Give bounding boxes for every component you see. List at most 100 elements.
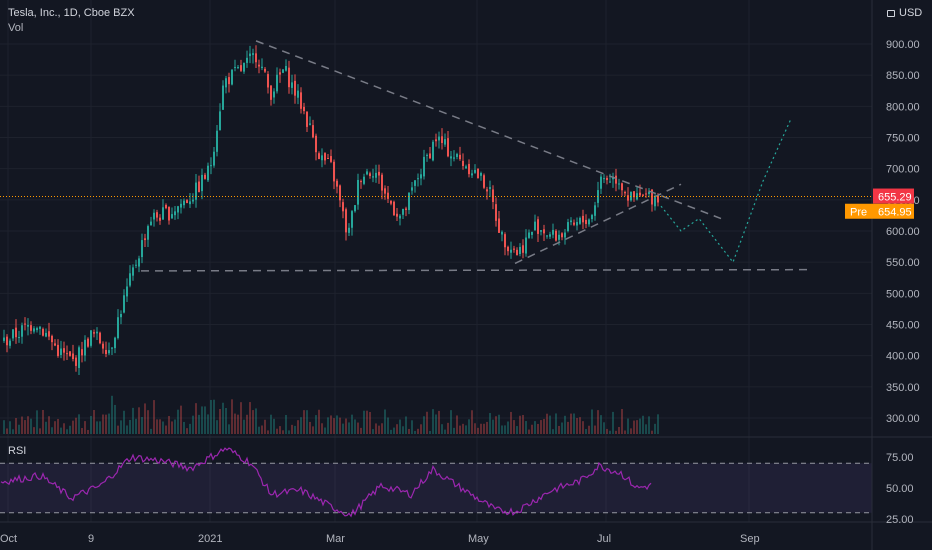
candle-body [630, 191, 632, 201]
volume-bar [114, 404, 116, 434]
volume-bar [261, 425, 263, 434]
candle-body [306, 111, 308, 127]
candle-body [417, 178, 419, 180]
volume-bar [192, 415, 194, 434]
volume-bar [519, 415, 521, 434]
candle-body [153, 212, 155, 220]
volume-bar [138, 407, 140, 434]
candle-body [372, 176, 374, 178]
volume-bar [438, 410, 440, 434]
candle-body [528, 232, 530, 238]
candle-body [21, 325, 23, 337]
volume-bar [51, 427, 53, 434]
candle-body [639, 192, 641, 196]
time-tick-label: May [468, 533, 489, 545]
candle-body [537, 219, 539, 234]
volume-bar [612, 411, 614, 434]
volume-bar [198, 414, 200, 434]
candle-body [549, 234, 551, 237]
volume-bar [207, 414, 209, 434]
candle-body [219, 111, 221, 131]
candle-body [525, 237, 527, 254]
volume-bar [444, 429, 446, 434]
candle-body [342, 202, 344, 212]
candle-body [567, 222, 569, 231]
candle-body [15, 327, 17, 338]
candle-body [501, 231, 503, 235]
volume-bar [513, 420, 515, 434]
candle-body [366, 171, 368, 175]
candle-body [30, 325, 32, 331]
candle-body [87, 338, 89, 347]
candle-body [258, 64, 260, 67]
rsi-tick-label: 25.00 [886, 514, 914, 526]
volume-indicator-label[interactable]: Vol [8, 22, 24, 34]
candle-body [183, 200, 185, 206]
candle-body [249, 53, 251, 57]
candle-body [291, 82, 293, 88]
volume-bar [48, 416, 50, 434]
candle-body [252, 53, 254, 55]
candle-body [147, 226, 149, 240]
candle-body [132, 267, 134, 276]
candle-body [234, 66, 236, 68]
candle-body [582, 215, 584, 223]
currency-selector[interactable]: USD [887, 7, 922, 19]
volume-bar [243, 419, 245, 434]
candle-body [588, 219, 590, 225]
volume-bar [522, 414, 524, 434]
candle-body [456, 153, 458, 157]
candle-body [360, 181, 362, 183]
volume-bar [330, 415, 332, 434]
volume-bar [27, 416, 29, 434]
candle-body [546, 235, 548, 237]
volume-bar [33, 427, 35, 434]
candle-body [171, 214, 173, 219]
volume-bar [108, 413, 110, 434]
symbol-title[interactable]: Tesla, Inc., 1D, Cboe BZX [8, 7, 135, 19]
candle-body [564, 232, 566, 238]
rsi-indicator-label[interactable]: RSI [8, 445, 27, 457]
volume-bar [360, 427, 362, 434]
volume-bar [159, 419, 161, 434]
candle-body [450, 156, 452, 159]
volume-bar [132, 407, 134, 434]
volume-bar [510, 411, 512, 434]
candle-body [459, 154, 461, 160]
volume-bar [129, 419, 131, 434]
volume-bar [339, 417, 341, 434]
volume-bar [630, 428, 632, 434]
time-tick-label: Jul [597, 533, 611, 545]
volume-bar [447, 422, 449, 434]
volume-bar [72, 420, 74, 434]
volume-bar [228, 424, 230, 434]
volume-bar [606, 428, 608, 434]
candle-body [363, 176, 365, 184]
volume-bar [516, 426, 518, 434]
candle-body [384, 188, 386, 194]
candle-body [243, 62, 245, 72]
candle-body [429, 153, 431, 159]
volume-bar [363, 410, 365, 434]
candle-body [126, 286, 128, 297]
candle-body [636, 193, 638, 200]
candle-body [351, 211, 353, 228]
volume-bar [102, 414, 104, 434]
volume-bar [111, 395, 113, 434]
candle-body [93, 332, 95, 334]
volume-bar [390, 429, 392, 434]
volume-bar [15, 418, 17, 434]
price-tick-label: 600.00 [886, 226, 920, 238]
volume-bar [627, 418, 629, 434]
candle-body [9, 340, 11, 346]
candle-body [534, 221, 536, 231]
candle-body [210, 165, 212, 167]
volume-bar [456, 415, 458, 434]
candle-body [573, 222, 575, 225]
candle-body [495, 204, 497, 221]
candle-body [174, 211, 176, 216]
volume-bar [558, 425, 560, 434]
volume-bar [396, 424, 398, 434]
volume-bar [81, 428, 83, 434]
